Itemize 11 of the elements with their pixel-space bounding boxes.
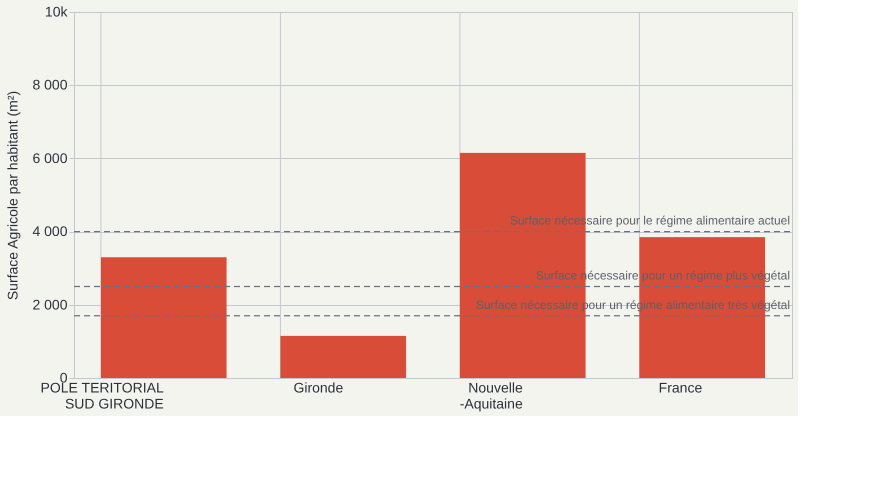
y-tick-label: 6 000 — [32, 150, 68, 166]
y-tick-label: 8 000 — [32, 76, 68, 93]
x-tick-label: Nouvelle -Aquitaine — [460, 380, 523, 412]
y-tick-label: 10k — [44, 4, 68, 20]
x-tick-label: Gironde — [293, 380, 344, 396]
bar — [100, 257, 227, 378]
bar — [280, 336, 406, 378]
y-tick-label: 4 000 — [32, 223, 68, 240]
x-tick-label: France — [658, 380, 702, 396]
y-axis-title: Surface Agricole par habitant (m²) — [4, 90, 20, 300]
y-tick-label: 2 000 — [32, 296, 68, 312]
